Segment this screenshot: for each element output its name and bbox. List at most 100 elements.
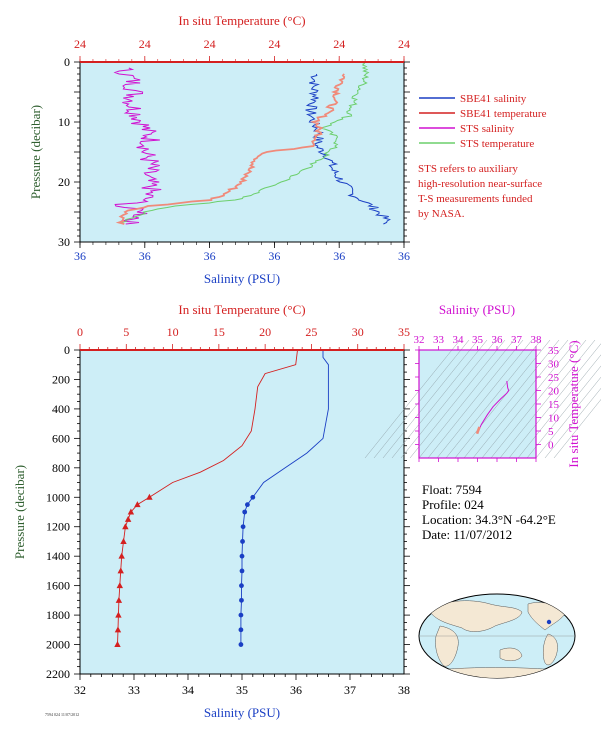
top-xtick-label: 36 (268, 249, 280, 263)
ts-ytick-label: 15 (548, 399, 560, 411)
top-series (113, 61, 391, 225)
salinity-marker (242, 509, 248, 515)
salinity-marker (239, 597, 244, 603)
map-south-america (542, 633, 558, 666)
salinity-marker (250, 494, 256, 500)
bottom-xtick-label: 33 (128, 683, 140, 697)
ts-density-contour (454, 339, 551, 459)
bottom-top-tick-label: 20 (259, 325, 271, 339)
ts-density-contour (463, 339, 560, 459)
temperature-marker (124, 515, 132, 522)
bottom-top-tick-label: 30 (352, 325, 364, 339)
ts-line-t-s-deep (475, 426, 481, 435)
bottom-top-tick-label: 15 (213, 325, 225, 339)
top-xtick-label: 36 (74, 249, 86, 263)
ts-density-contour (427, 339, 524, 459)
ts-xtick-label: 36 (492, 334, 504, 346)
temperature-marker (146, 493, 153, 500)
top-top-tick-label: 24 (333, 37, 345, 51)
bottom-xtick-label: 34 (182, 683, 194, 697)
top-series-sts-temperature (121, 61, 370, 225)
location: Location: 34.3°N -64.2°E (422, 512, 556, 527)
temperature-marker (120, 537, 127, 544)
ts-plot-area (419, 350, 536, 458)
ts-density-contour (481, 339, 578, 459)
bottom-ytick-label: 600 (52, 431, 70, 445)
bottom-xtick-label: 37 (344, 683, 356, 697)
top-ytick-label: 10 (58, 115, 70, 129)
top-xtick-label: 36 (333, 249, 345, 263)
bottom-xtick-label: 38 (398, 683, 410, 697)
bottom-top-axis-title: In situ Temperature (°C) (178, 302, 305, 317)
ts-ytick-label: 30 (548, 359, 560, 371)
salinity-marker (239, 568, 245, 574)
salinity-marker (238, 642, 244, 647)
ts-density-contour (490, 339, 587, 459)
bottom-series (114, 349, 329, 648)
temperature-marker (118, 552, 125, 559)
temperature-marker (114, 626, 122, 633)
ts-xaxis-title: Salinity (PSU) (439, 302, 515, 317)
temperature-marker (122, 523, 129, 530)
ts-density-contour (445, 339, 542, 459)
note-line-1: STS refers to auxiliary (418, 163, 518, 175)
salinity-marker (240, 539, 245, 544)
ts-density-contour (364, 339, 461, 459)
ts-density-contour (400, 339, 497, 459)
ts-xtick-label: 38 (531, 334, 543, 346)
bottom-xtick-label: 32 (74, 683, 86, 697)
ts-density-contour (418, 339, 515, 459)
bottom-ytick-label: 2000 (46, 638, 70, 652)
legend-label: SBE41 salinity (460, 93, 527, 105)
ts-density-contour (544, 387, 601, 459)
salinity-marker (238, 612, 244, 618)
top-yaxis-title: Pressure (decibar) (28, 105, 43, 199)
top-series-sbe41-salinity (305, 73, 391, 225)
ts-density-contours (364, 339, 601, 459)
bottom-ytick-label: 1600 (46, 579, 70, 593)
legend-label: STS salinity (460, 123, 515, 135)
ts-ytick-label: 0 (548, 440, 554, 452)
ts-density-contour (472, 339, 569, 459)
ts-density-contour (391, 339, 488, 459)
temperature-marker (127, 508, 135, 515)
bottom-ytick-label: 1200 (46, 520, 70, 534)
top-ytick-label: 0 (64, 55, 70, 69)
ts-xtick-label: 33 (433, 334, 445, 346)
map-australia (499, 647, 523, 661)
top-ytick-label: 30 (58, 235, 70, 249)
float-id: Float: 7594 (422, 482, 482, 497)
ts-ytick-label: 25 (548, 372, 560, 384)
top-ytick-label: 20 (58, 175, 70, 189)
bottom-ytick-label: 1800 (46, 608, 70, 622)
ts-xtick-label: 34 (453, 334, 465, 346)
bottom-ytick-label: 400 (52, 402, 70, 416)
bottom-ytick-label: 1400 (46, 549, 70, 563)
bottom-yaxis-title: Pressure (decibar) (12, 465, 27, 559)
note-line-2: high-resolution near-surface (418, 178, 542, 190)
bottom-ytick-label: 0 (64, 343, 70, 357)
world-map (418, 593, 576, 679)
bottom-xaxis-title: Salinity (PSU) (204, 705, 280, 720)
bottom-top-tick-label: 25 (305, 325, 317, 339)
top-chart: In situ Temperature (°C) 24 24 24 24 24 24 36… (28, 13, 410, 286)
ts-xtick-label: 37 (511, 334, 523, 346)
bottom-top-tick-label: 5 (123, 325, 129, 339)
ts-yaxis-title: In situ Temperature (°C) (566, 340, 581, 467)
top-top-tick-label: 24 (398, 37, 410, 51)
ts-xtick-label: 32 (414, 334, 425, 346)
bottom-xtick-label: 35 (236, 683, 248, 697)
ts-density-contour (553, 399, 601, 459)
top-xtick-label: 36 (204, 249, 216, 263)
temperature-marker (115, 611, 122, 618)
salinity-marker (238, 627, 244, 633)
ts-ytick-label: 10 (548, 413, 560, 425)
footer-small: 7594 024 11/07/2012 (45, 712, 79, 717)
top-top-tick-label: 24 (204, 37, 216, 51)
ts-ytick-label: 20 (548, 386, 560, 398)
ts-density-contour (382, 339, 479, 459)
ts-density-contour (373, 339, 470, 459)
sts-note: STS refers to auxiliary high-resolution … (418, 163, 542, 220)
